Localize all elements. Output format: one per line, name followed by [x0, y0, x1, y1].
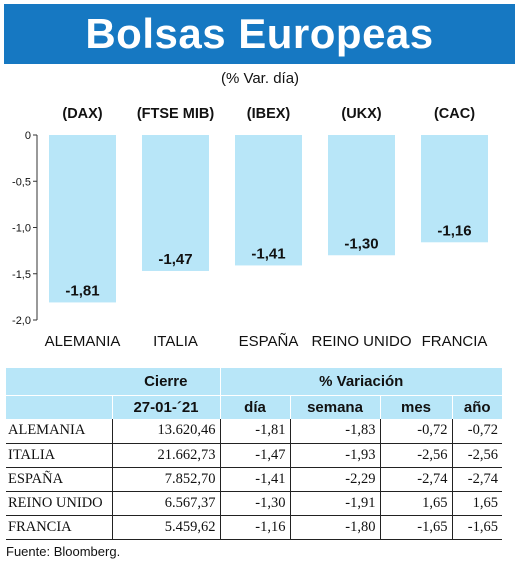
bar [328, 135, 395, 256]
title-banner: Bolsas Europeas [4, 4, 515, 64]
row-semana: -1,80 [289, 515, 380, 540]
table-header-cierre: Cierre [112, 368, 220, 395]
row-name: ALEMANIA [6, 419, 112, 444]
row-mes: -2,74 [379, 467, 452, 492]
row-mes: 1,65 [379, 491, 452, 516]
row-dia: -1,41 [219, 467, 290, 492]
row-mes: -1,65 [379, 515, 452, 540]
table-row: ALEMANIA 13.620,46 -1,81 -1,83 -0,72 -0,… [6, 419, 502, 444]
table-group-header-row: Cierre % Variación [6, 368, 502, 395]
row-anio: -0,72 [451, 419, 502, 444]
row-name: REINO UNIDO [6, 491, 112, 516]
table-row: REINO UNIDO 6.567,37 -1,30 -1,91 1,65 1,… [6, 491, 502, 516]
row-mes: -0,72 [379, 419, 452, 444]
index-label: (DAX) [62, 106, 102, 122]
index-label: (CAC) [434, 106, 475, 122]
row-semana: -1,83 [289, 419, 380, 444]
value-label: -1,81 [65, 282, 99, 299]
table-row: ESPAÑA 7.852,70 -1,41 -2,29 -2,74 -2,74 [6, 467, 502, 492]
page-title: Bolsas Europeas [85, 10, 434, 57]
index-label: (FTSE MIB) [137, 106, 214, 122]
row-anio: -2,56 [451, 443, 502, 468]
y-tick-label: -2,0 [12, 315, 31, 327]
table-header-variacion: % Variación [219, 368, 502, 395]
table-header-date: 27-01-´21 [111, 394, 220, 419]
value-label: -1,47 [158, 251, 192, 268]
table-sub-header-row: 27-01-´21 día semana mes año [6, 394, 502, 419]
row-mes: -2,56 [379, 443, 452, 468]
bar [421, 135, 488, 243]
row-cierre: 5.459,62 [111, 515, 220, 540]
bar-chart: 0 -0,5 -1,0 -1,5 -2,0 (DAX) -1,81 ALEMANIA (FTSE… [12, 106, 488, 350]
table-header-anio: año [451, 394, 502, 419]
row-dia: -1,81 [219, 419, 290, 444]
table-header-semana: semana [289, 394, 380, 419]
value-label: -1,30 [344, 235, 378, 252]
bar [235, 135, 302, 266]
category-label: ITALIA [153, 333, 198, 350]
chart-subtitle: (% Var. día) [220, 70, 300, 87]
category-label: ESPAÑA [239, 333, 299, 350]
value-label: -1,16 [437, 222, 471, 239]
category-label: FRANCIA [422, 333, 488, 350]
table-header-blank [6, 368, 112, 395]
index-label: (UKX) [341, 106, 381, 122]
row-cierre: 6.567,37 [111, 491, 220, 516]
row-dia: -1,30 [219, 491, 290, 516]
row-anio: -2,74 [451, 467, 502, 492]
table-header-blank-2 [6, 394, 112, 419]
y-tick-label: -0,5 [12, 176, 31, 188]
row-name: FRANCIA [6, 515, 112, 540]
bar [49, 135, 116, 303]
stock-table: Cierre % Variación 27-01-´21 día semana … [6, 368, 502, 540]
table-header-mes: mes [379, 394, 452, 419]
row-cierre: 13.620,46 [111, 419, 220, 444]
row-anio: -1,65 [451, 515, 502, 540]
index-label: (IBEX) [247, 106, 291, 122]
row-name: ESPAÑA [6, 467, 112, 492]
table-row: FRANCIA 5.459,62 -1,16 -1,80 -1,65 -1,65 [6, 515, 502, 540]
row-cierre: 21.662,73 [111, 443, 220, 468]
category-label: REINO UNIDO [311, 333, 411, 350]
table-header-dia: día [219, 394, 290, 419]
table-row: ITALIA 21.662,73 -1,47 -1,93 -2,56 -2,56 [6, 443, 502, 468]
row-name: ITALIA [6, 443, 112, 468]
category-label: ALEMANIA [45, 333, 121, 350]
y-tick-label: -1,0 [12, 223, 31, 235]
row-dia: -1,47 [219, 443, 290, 468]
row-semana: -1,93 [289, 443, 380, 468]
value-label: -1,41 [251, 245, 285, 262]
bar [142, 135, 209, 271]
row-anio: 1,65 [451, 491, 502, 516]
y-tick-label: -1,5 [12, 269, 31, 281]
row-semana: -1,91 [289, 491, 380, 516]
y-tick-label: 0 [25, 130, 31, 142]
row-cierre: 7.852,70 [111, 467, 220, 492]
source-note: Fuente: Bloomberg. [6, 544, 121, 559]
row-semana: -2,29 [289, 467, 380, 492]
row-dia: -1,16 [219, 515, 290, 540]
